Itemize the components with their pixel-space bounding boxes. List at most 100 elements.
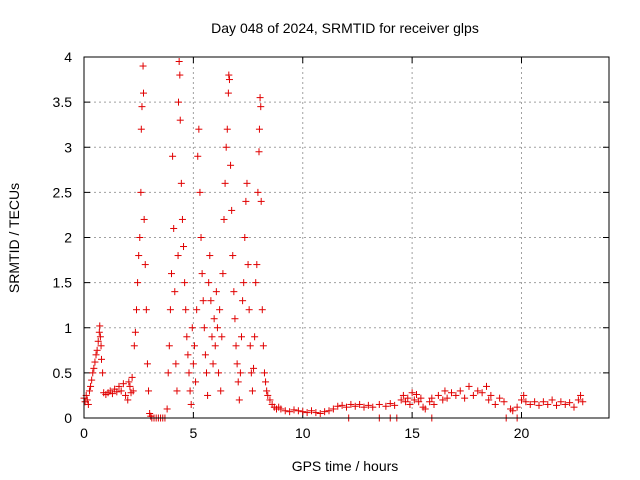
data-point — [303, 409, 311, 417]
data-point — [262, 378, 270, 386]
x-tick-label: 5 — [189, 425, 197, 441]
data-point — [544, 400, 552, 408]
data-point — [87, 382, 95, 390]
y-tick-label: 3 — [64, 139, 72, 155]
data-point — [522, 398, 530, 406]
data-point — [236, 369, 244, 377]
data-point — [115, 382, 123, 390]
data-point — [399, 391, 407, 399]
data-point — [518, 396, 525, 404]
data-point — [206, 252, 214, 260]
data-point — [474, 387, 482, 395]
y-tick-label: 0 — [64, 410, 72, 426]
data-point — [410, 396, 418, 404]
data-point — [91, 358, 99, 366]
data-point — [548, 396, 556, 404]
data-point — [163, 405, 171, 413]
data-point — [192, 378, 200, 386]
data-point — [228, 206, 236, 214]
data-point — [172, 360, 180, 368]
x-tick-label: 15 — [404, 425, 420, 441]
data-point — [140, 89, 147, 97]
data-point — [176, 71, 184, 79]
data-point — [496, 394, 504, 402]
data-point — [124, 396, 132, 404]
data-point — [325, 407, 333, 415]
data-point — [443, 394, 451, 402]
data-point — [201, 351, 209, 359]
data-point — [185, 369, 193, 377]
data-point — [181, 279, 189, 287]
data-point — [452, 391, 460, 399]
data-point — [240, 279, 248, 287]
data-point — [448, 389, 455, 397]
data-point — [204, 391, 212, 399]
data-point — [84, 400, 92, 408]
data-point — [426, 398, 434, 406]
data-point — [187, 400, 195, 408]
data-point — [312, 409, 320, 417]
data-point — [140, 215, 148, 223]
data-point — [343, 403, 350, 411]
data-point — [183, 333, 191, 341]
data-point — [397, 396, 405, 404]
data-point — [145, 387, 153, 395]
x-tick-labels: 0 5 10 15 20 — [80, 425, 529, 441]
data-point — [197, 234, 205, 241]
data-point — [417, 394, 425, 402]
data-point — [182, 306, 190, 314]
data-point — [246, 342, 254, 350]
data-point — [386, 400, 394, 408]
data-point — [351, 402, 359, 410]
data-point — [242, 197, 250, 205]
data-point — [136, 234, 144, 241]
data-point — [294, 407, 302, 415]
data-point — [88, 376, 96, 384]
data-point — [235, 396, 243, 404]
data-point — [94, 337, 102, 345]
data-point — [211, 342, 219, 350]
data-point — [434, 391, 442, 399]
data-point — [99, 369, 107, 377]
data-point — [212, 288, 220, 296]
data-point — [232, 342, 240, 350]
data-point — [134, 279, 142, 287]
data-point — [253, 261, 261, 269]
data-point — [241, 234, 249, 241]
data-point — [203, 369, 210, 377]
data-point — [485, 396, 493, 404]
grid-lines — [84, 57, 609, 418]
data-point — [147, 412, 155, 420]
data-point — [360, 403, 368, 411]
data-point — [329, 405, 337, 413]
data-point — [231, 315, 239, 323]
data-point — [171, 288, 179, 296]
data-point — [469, 391, 477, 399]
data-point — [205, 279, 213, 287]
data-point — [513, 403, 521, 411]
data-point — [129, 387, 137, 395]
data-point — [421, 405, 429, 413]
data-point — [255, 148, 263, 156]
data-point — [173, 387, 181, 395]
y-tick-labels: 0 0.5 1 1.5 2 2.5 3 3.5 4 — [53, 49, 73, 426]
data-point — [245, 306, 253, 314]
data-point — [391, 401, 399, 409]
data-point — [142, 306, 150, 314]
data-point — [259, 342, 267, 350]
data-point — [113, 388, 121, 396]
data-point — [196, 188, 204, 196]
data-point — [465, 382, 473, 390]
y-tick-label: 1 — [64, 320, 72, 336]
data-point — [131, 328, 139, 336]
data-point — [364, 401, 372, 409]
data-point — [137, 125, 145, 133]
data-point — [125, 378, 133, 386]
data-point — [96, 333, 104, 341]
data-point — [439, 396, 447, 404]
data-point — [225, 71, 233, 79]
data-point — [577, 391, 585, 399]
data-point — [254, 188, 262, 196]
data-point — [138, 103, 146, 111]
data-point — [213, 324, 221, 332]
